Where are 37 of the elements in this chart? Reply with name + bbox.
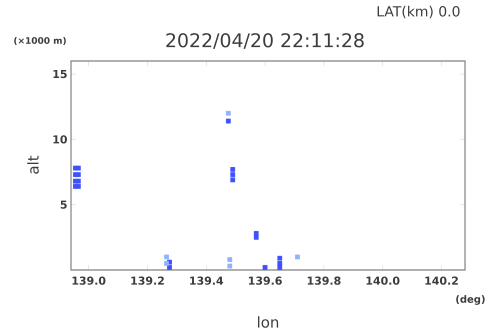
point bbox=[254, 234, 259, 240]
point bbox=[76, 172, 81, 178]
point bbox=[76, 166, 81, 171]
y-tick-label: 10 bbox=[53, 135, 67, 144]
point bbox=[262, 264, 268, 270]
x-tick-label: 139.2 bbox=[131, 276, 164, 285]
point bbox=[164, 254, 169, 260]
chart-subtitle: LAT(km) 0.0 bbox=[378, 6, 460, 18]
y-axis-title: alt bbox=[27, 156, 39, 174]
y-tick-label: 5 bbox=[60, 200, 67, 209]
point bbox=[76, 184, 81, 189]
point bbox=[277, 261, 282, 266]
text: (×1000 m) bbox=[14, 37, 66, 45]
x-tick-label: 139.4 bbox=[190, 276, 224, 285]
point bbox=[277, 256, 282, 261]
x-tick-label: 140.0 bbox=[366, 276, 400, 285]
point bbox=[227, 264, 232, 268]
point bbox=[277, 264, 282, 270]
point bbox=[230, 177, 236, 182]
x-axis-title: lon bbox=[258, 316, 278, 328]
text: (deg) bbox=[456, 295, 485, 305]
point bbox=[164, 261, 169, 266]
y-tick-label: 15 bbox=[53, 70, 67, 78]
point bbox=[254, 231, 259, 236]
x-tick-label: 139.6 bbox=[248, 276, 282, 285]
point bbox=[230, 167, 236, 172]
x-tick-label: 140.2 bbox=[425, 276, 458, 285]
point bbox=[76, 178, 81, 184]
point bbox=[295, 254, 300, 260]
x-tick-label: 139.0 bbox=[72, 276, 106, 285]
point bbox=[226, 118, 231, 124]
point bbox=[227, 257, 232, 262]
point bbox=[230, 172, 236, 178]
chart-title: 2022/04/20 22:11:28 bbox=[166, 33, 364, 49]
point bbox=[226, 110, 231, 116]
point bbox=[167, 264, 172, 270]
x-tick-label: 139.8 bbox=[308, 276, 341, 285]
